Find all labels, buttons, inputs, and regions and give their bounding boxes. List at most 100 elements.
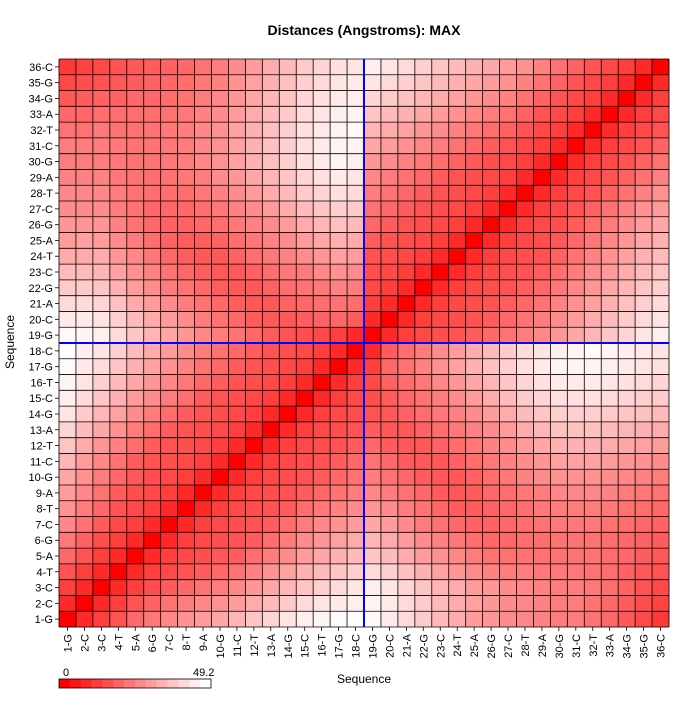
heatmap-cell [228,248,246,265]
heatmap-cell [397,595,416,612]
heatmap-cell [364,611,382,628]
heatmap-cell [262,469,280,486]
heatmap-cell [126,264,145,281]
x-axis-label: Sequence [337,672,391,686]
heatmap-cell [92,485,111,502]
heatmap-cell [601,169,619,186]
heatmap-cell [465,232,483,249]
heatmap-cell [414,563,433,580]
heatmap-cell [482,485,500,502]
heatmap-cell [397,137,416,154]
heatmap-cell [279,374,297,391]
heatmap-cell [296,185,314,202]
heatmap-cell [211,311,229,328]
heatmap-cell [584,579,602,596]
heatmap-cell [296,548,314,565]
heatmap-cell [59,374,77,391]
x-tick-label: 33-A [605,633,617,657]
heatmap-cell [533,374,551,391]
heatmap-cell [177,153,195,170]
heatmap-cell [516,548,534,565]
heatmap-cell [601,469,619,486]
heatmap-cell [296,611,314,628]
heatmap-cell [245,264,263,281]
heatmap-cell [414,327,433,344]
x-tick-label: 1-G [62,634,74,652]
heatmap-cell [652,579,670,596]
heatmap-cell [533,437,551,454]
heatmap-cell [109,500,128,517]
heatmap-cell [75,563,94,580]
heatmap-cell [482,264,500,281]
heatmap-cell [431,421,450,438]
heatmap-cell [126,232,145,249]
heatmap-cell [59,311,77,328]
heatmap-cell [550,453,568,470]
heatmap-cell [59,327,77,344]
heatmap-cell [347,343,365,360]
heatmap-cell [279,74,297,91]
heatmap-cell [92,137,111,154]
heatmap-cell [194,453,212,470]
heatmap-cell [228,169,246,186]
heatmap-cell [211,232,229,249]
heatmap-cell [177,469,195,486]
heatmap-cell [228,59,246,76]
heatmap-cell [245,563,263,580]
heatmap-cell [533,122,551,139]
heatmap-cell [431,469,450,486]
heatmap-cell [245,122,263,139]
heatmap-cell [431,311,450,328]
heatmap-cell [652,295,670,312]
heatmap-cell [143,500,161,517]
heatmap-cell [499,595,517,612]
y-tick-label: 35-G [29,78,53,90]
heatmap-cell [499,232,517,249]
color-scale-swatch [189,679,201,688]
heatmap-cell [380,358,399,375]
heatmap-cell [533,311,551,328]
heatmap-cell [364,232,382,249]
heatmap-cell [109,453,128,470]
heatmap-cell [245,216,263,233]
heatmap-cell [92,516,111,533]
heatmap-cell [550,516,568,533]
heatmap-cell [533,90,551,107]
heatmap-cell [448,611,466,628]
heatmap-cell [160,563,178,580]
heatmap-cell [431,248,450,265]
heatmap-cell [601,358,619,375]
heatmap-cell [482,137,500,154]
x-tick-label: 4-T [113,634,125,651]
y-tick-label: 16-T [30,377,53,389]
heatmap-cell [482,611,500,628]
heatmap-cell [279,327,297,344]
heatmap-cell [347,327,365,344]
heatmap-cell [126,437,145,454]
heatmap-cell [109,201,128,218]
heatmap-cell [397,232,416,249]
heatmap-cell [177,563,195,580]
heatmap-cell [92,500,111,517]
heatmap-cell [533,106,551,123]
heatmap-cell [364,74,382,91]
heatmap-cell [397,532,416,549]
heatmap-cell [194,516,212,533]
heatmap-cell [618,532,636,549]
heatmap-cell [143,406,161,423]
heatmap-cell [109,232,128,249]
heatmap-cell [635,453,653,470]
heatmap-cell [245,579,263,596]
heatmap-cell [601,90,619,107]
heatmap-cell [126,500,145,517]
heatmap-cell [245,548,263,565]
heatmap-cell [59,563,77,580]
heatmap-cell [313,563,331,580]
heatmap-cell [364,390,382,407]
heatmap-cell [533,343,551,360]
heatmap-cell [618,74,636,91]
heatmap-cell [279,137,297,154]
heatmap-cell [431,59,450,76]
heatmap-cell [143,201,161,218]
heatmap-cell [364,185,382,202]
